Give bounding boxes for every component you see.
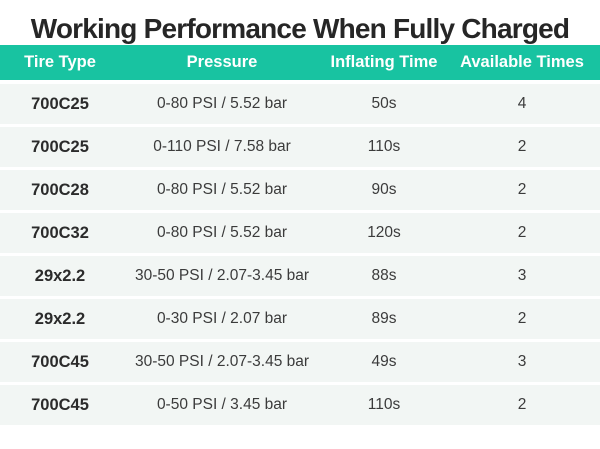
column-header-available-times: Available Times bbox=[460, 53, 584, 71]
table-row: 700C25 0-110 PSI / 7.58 bar 110s 2 bbox=[0, 127, 600, 167]
cell-available-times: 3 bbox=[517, 353, 527, 370]
cell-tire-type: 700C45 bbox=[31, 352, 89, 371]
performance-table: Tire Type Pressure Inflating Time Availa… bbox=[0, 45, 600, 425]
table-header-row: Tire Type Pressure Inflating Time Availa… bbox=[0, 45, 600, 80]
column-header-pressure: Pressure bbox=[186, 53, 258, 71]
cell-pressure: 0-110 PSI / 7.58 bar bbox=[153, 138, 291, 155]
column-header-tire-type: Tire Type bbox=[24, 53, 96, 71]
cell-available-times: 2 bbox=[517, 138, 527, 155]
table-row: 700C32 0-80 PSI / 5.52 bar 120s 2 bbox=[0, 213, 600, 253]
cell-inflating-time: 88s bbox=[371, 267, 397, 284]
cell-pressure: 0-80 PSI / 5.52 bar bbox=[156, 224, 288, 241]
cell-inflating-time: 89s bbox=[371, 310, 397, 327]
cell-inflating-time: 50s bbox=[371, 95, 397, 112]
cell-available-times: 3 bbox=[517, 267, 527, 284]
cell-tire-type: 700C28 bbox=[31, 180, 89, 199]
cell-pressure: 0-30 PSI / 2.07 bar bbox=[156, 310, 288, 327]
cell-available-times: 2 bbox=[517, 396, 527, 413]
column-header-inflating-time: Inflating Time bbox=[330, 53, 438, 71]
table-row: 700C25 0-80 PSI / 5.52 bar 50s 4 bbox=[0, 84, 600, 124]
cell-tire-type: 700C45 bbox=[31, 395, 89, 414]
cell-pressure: 30-50 PSI / 2.07-3.45 bar bbox=[134, 353, 310, 370]
cell-tire-type: 700C25 bbox=[31, 94, 89, 113]
table-row: 700C45 30-50 PSI / 2.07-3.45 bar 49s 3 bbox=[0, 342, 600, 382]
cell-inflating-time: 110s bbox=[367, 138, 401, 155]
table-row: 700C45 0-50 PSI / 3.45 bar 110s 2 bbox=[0, 385, 600, 425]
table-body: 700C25 0-80 PSI / 5.52 bar 50s 4 700C25 0-110… bbox=[0, 84, 600, 425]
cell-available-times: 2 bbox=[517, 224, 527, 241]
cell-tire-type: 29x2.2 bbox=[34, 309, 86, 328]
cell-pressure: 30-50 PSI / 2.07-3.45 bar bbox=[134, 267, 310, 284]
page-title: Working Performance When Fully Charged bbox=[30, 13, 570, 44]
table-row: 700C28 0-80 PSI / 5.52 bar 90s 2 bbox=[0, 170, 600, 210]
cell-available-times: 4 bbox=[517, 95, 527, 112]
cell-available-times: 2 bbox=[517, 310, 527, 327]
cell-pressure: 0-80 PSI / 5.52 bar bbox=[156, 181, 288, 198]
cell-tire-type: 29x2.2 bbox=[34, 266, 86, 285]
cell-tire-type: 700C32 bbox=[31, 223, 89, 242]
cell-pressure: 0-80 PSI / 5.52 bar bbox=[156, 95, 288, 112]
cell-inflating-time: 120s bbox=[367, 224, 401, 241]
table-row: 29x2.2 0-30 PSI / 2.07 bar 89s 2 bbox=[0, 299, 600, 339]
cell-inflating-time: 110s bbox=[367, 396, 401, 413]
cell-inflating-time: 49s bbox=[371, 353, 397, 370]
cell-inflating-time: 90s bbox=[371, 181, 397, 198]
cell-pressure: 0-50 PSI / 3.45 bar bbox=[156, 396, 288, 413]
cell-tire-type: 700C25 bbox=[31, 137, 89, 156]
table-row: 29x2.2 30-50 PSI / 2.07-3.45 bar 88s 3 bbox=[0, 256, 600, 296]
cell-available-times: 2 bbox=[517, 181, 527, 198]
